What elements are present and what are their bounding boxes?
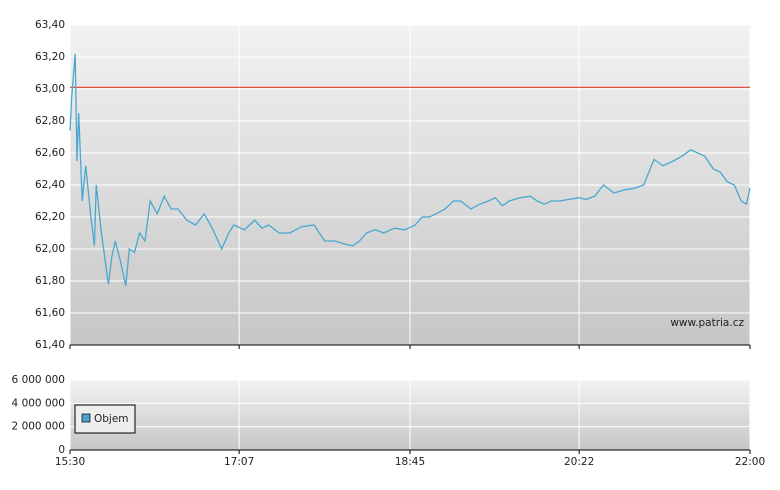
y-tick-label: 0 — [58, 444, 65, 456]
x-tick-label: 22:00 — [735, 456, 765, 468]
y-tick-label: 62,40 — [35, 179, 65, 191]
watermark: www.patria.cz — [670, 317, 744, 329]
price-line — [69, 53, 751, 286]
legend-label: Objem — [94, 413, 129, 425]
x-tick-label: 15:30 — [55, 456, 85, 468]
legend: Objem — [74, 404, 136, 434]
y-tick-label: 63,00 — [35, 83, 65, 95]
y-tick-label: 2 000 000 — [12, 421, 65, 433]
y-tick-label: 63,40 — [35, 19, 65, 31]
y-tick-label: 62,80 — [35, 115, 65, 127]
y-tick-label: 62,60 — [35, 147, 65, 159]
y-tick-label: 62,20 — [35, 211, 65, 223]
x-tick-label: 17:07 — [224, 456, 254, 468]
legend-swatch — [81, 413, 91, 423]
y-tick-label: 61,40 — [35, 339, 65, 351]
y-tick-label: 61,60 — [35, 307, 65, 319]
y-tick-label: 6 000 000 — [12, 374, 65, 386]
x-tick-label: 20:22 — [564, 456, 594, 468]
y-tick-label: 62,00 — [35, 243, 65, 255]
x-tick-label: 18:45 — [395, 456, 425, 468]
y-tick-label: 63,20 — [35, 51, 65, 63]
y-tick-label: 4 000 000 — [12, 397, 65, 409]
y-tick-label: 61,80 — [35, 275, 65, 287]
